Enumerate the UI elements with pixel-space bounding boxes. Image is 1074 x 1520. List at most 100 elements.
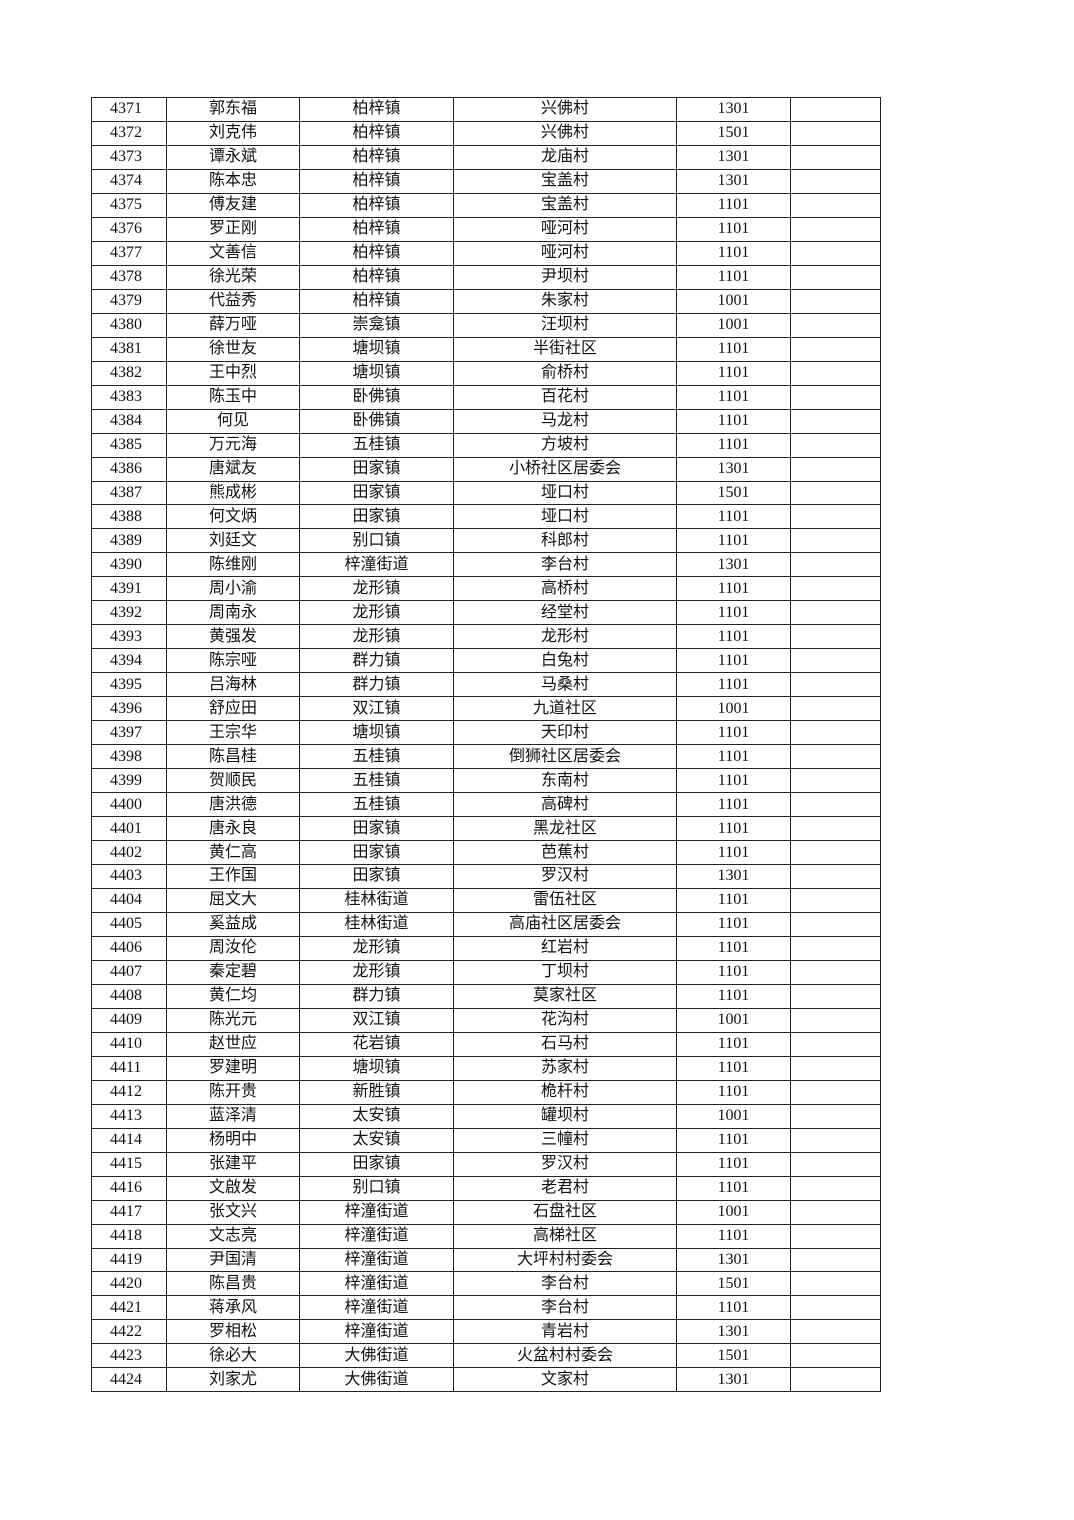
cell-town: 大佛街道 xyxy=(299,1367,454,1393)
table-row: 4378 徐光荣 柏梓镇 尹坝村 1101 xyxy=(91,264,881,290)
cell-town: 柏梓镇 xyxy=(299,97,454,122)
cell-person-name: 陈开贵 xyxy=(166,1079,300,1105)
table-row: 4397 王宗华 塘坝镇 天印村 1101 xyxy=(91,720,881,746)
table-row: 4418 文志亮 梓潼街道 高梯社区 1101 xyxy=(91,1223,881,1249)
cell-town: 田家镇 xyxy=(299,480,454,506)
cell-village: 兴佛村 xyxy=(453,120,677,146)
cell-row-number: 4414 xyxy=(91,1127,167,1153)
cell-village: 花沟村 xyxy=(453,1007,677,1033)
cell-blank xyxy=(790,1247,881,1273)
cell-town: 龙形镇 xyxy=(299,624,454,650)
cell-code: 1001 xyxy=(676,1199,791,1225)
cell-row-number: 4412 xyxy=(91,1079,167,1105)
cell-village: 罐坝村 xyxy=(453,1103,677,1129)
cell-code: 1001 xyxy=(676,288,791,314)
cell-blank xyxy=(790,456,881,482)
cell-town: 大佛街道 xyxy=(299,1343,454,1369)
cell-village: 老君村 xyxy=(453,1175,677,1201)
table-row: 4379 代益秀 柏梓镇 朱家村 1001 xyxy=(91,288,881,314)
cell-row-number: 4371 xyxy=(91,97,167,122)
cell-code: 1301 xyxy=(676,168,791,194)
cell-row-number: 4424 xyxy=(91,1367,167,1393)
cell-blank xyxy=(790,935,881,961)
cell-blank xyxy=(790,264,881,290)
cell-person-name: 蓝泽清 xyxy=(166,1103,300,1129)
cell-village: 李台村 xyxy=(453,552,677,578)
cell-code: 1501 xyxy=(676,1343,791,1369)
cell-code: 1101 xyxy=(676,744,791,770)
cell-village: 兴佛村 xyxy=(453,97,677,122)
cell-town: 塘坝镇 xyxy=(299,336,454,362)
table-row: 4407 秦定碧 龙形镇 丁坝村 1101 xyxy=(91,959,881,985)
cell-town: 梓潼街道 xyxy=(299,1247,454,1273)
cell-person-name: 屈文大 xyxy=(166,887,300,913)
cell-blank xyxy=(790,959,881,985)
cell-person-name: 刘家尤 xyxy=(166,1367,300,1393)
cell-person-name: 杨明中 xyxy=(166,1127,300,1153)
cell-village: 石盘社区 xyxy=(453,1199,677,1225)
cell-village: 莫家社区 xyxy=(453,983,677,1009)
cell-blank xyxy=(790,768,881,794)
cell-code: 1301 xyxy=(676,552,791,578)
cell-row-number: 4404 xyxy=(91,887,167,913)
cell-row-number: 4377 xyxy=(91,240,167,266)
cell-village: 苏家村 xyxy=(453,1055,677,1081)
cell-village: 龙形村 xyxy=(453,624,677,650)
cell-row-number: 4390 xyxy=(91,552,167,578)
cell-code: 1101 xyxy=(676,216,791,242)
cell-person-name: 周小渝 xyxy=(166,576,300,602)
cell-code: 1301 xyxy=(676,1319,791,1345)
cell-town: 梓潼街道 xyxy=(299,1223,454,1249)
cell-person-name: 蒋承风 xyxy=(166,1295,300,1321)
cell-village: 倒狮社区居委会 xyxy=(453,744,677,770)
cell-code: 1101 xyxy=(676,1055,791,1081)
cell-village: 垭口村 xyxy=(453,504,677,530)
cell-blank xyxy=(790,1319,881,1345)
cell-person-name: 黄仁均 xyxy=(166,983,300,1009)
table-row: 4421 蒋承风 梓潼街道 李台村 1101 xyxy=(91,1295,881,1321)
cell-town: 梓潼街道 xyxy=(299,1295,454,1321)
cell-person-name: 奚益成 xyxy=(166,911,300,937)
cell-town: 别口镇 xyxy=(299,528,454,554)
cell-code: 1101 xyxy=(676,336,791,362)
cell-person-name: 黄强发 xyxy=(166,624,300,650)
cell-blank xyxy=(790,1295,881,1321)
cell-row-number: 4413 xyxy=(91,1103,167,1129)
cell-row-number: 4389 xyxy=(91,528,167,554)
cell-code: 1101 xyxy=(676,1151,791,1177)
cell-blank xyxy=(790,1199,881,1225)
cell-row-number: 4403 xyxy=(91,864,167,889)
table-row: 4380 薛万哑 崇龛镇 汪坝村 1001 xyxy=(91,312,881,338)
cell-blank xyxy=(790,672,881,698)
cell-row-number: 4388 xyxy=(91,504,167,530)
cell-village: 哑河村 xyxy=(453,216,677,242)
table-row: 4390 陈维刚 梓潼街道 李台村 1301 xyxy=(91,552,881,578)
cell-row-number: 4401 xyxy=(91,816,167,842)
cell-village: 石马村 xyxy=(453,1031,677,1057)
cell-blank xyxy=(790,432,881,458)
table-row: 4400 唐洪德 五桂镇 高碑村 1101 xyxy=(91,792,881,818)
cell-code: 1301 xyxy=(676,456,791,482)
cell-blank xyxy=(790,1367,881,1393)
cell-row-number: 4384 xyxy=(91,408,167,434)
cell-village: 龙庙村 xyxy=(453,144,677,170)
cell-row-number: 4387 xyxy=(91,480,167,506)
cell-blank xyxy=(790,360,881,386)
cell-code: 1301 xyxy=(676,97,791,122)
table-row: 4389 刘廷文 别口镇 科郎村 1101 xyxy=(91,528,881,554)
table-row: 4375 傅友建 柏梓镇 宝盖村 1101 xyxy=(91,192,881,218)
cell-town: 柏梓镇 xyxy=(299,216,454,242)
cell-code: 1101 xyxy=(676,1031,791,1057)
table-row: 4422 罗相松 梓潼街道 青岩村 1301 xyxy=(91,1319,881,1345)
cell-person-name: 代益秀 xyxy=(166,288,300,314)
cell-row-number: 4395 xyxy=(91,672,167,698)
table-row: 4371 郭东福 柏梓镇 兴佛村 1301 xyxy=(91,97,881,122)
cell-blank xyxy=(790,312,881,338)
cell-blank xyxy=(790,744,881,770)
cell-village: 高庙社区居委会 xyxy=(453,911,677,937)
cell-row-number: 4410 xyxy=(91,1031,167,1057)
cell-town: 龙形镇 xyxy=(299,600,454,626)
cell-person-name: 贺顺民 xyxy=(166,768,300,794)
cell-code: 1501 xyxy=(676,120,791,146)
cell-person-name: 万元海 xyxy=(166,432,300,458)
